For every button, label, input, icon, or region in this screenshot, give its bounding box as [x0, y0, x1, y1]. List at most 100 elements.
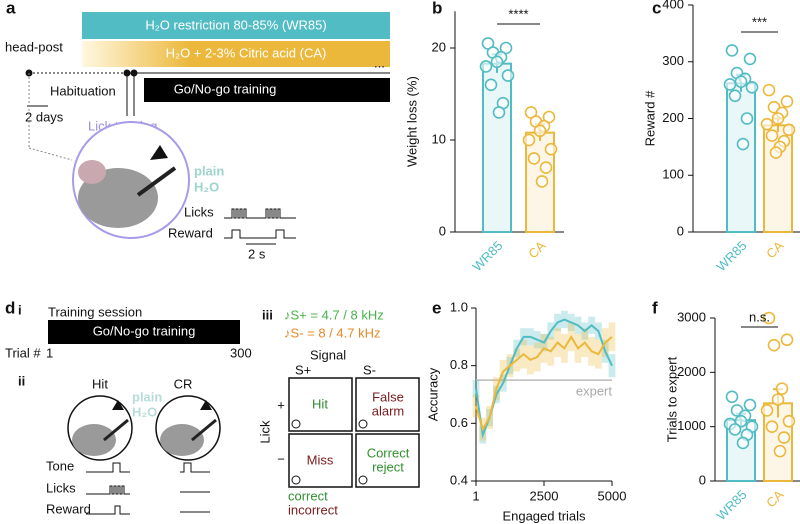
panel-label: a	[6, 0, 16, 17]
water-label: H₂O	[194, 179, 219, 194]
y-tick-label: 0	[677, 223, 684, 238]
y-tick-label: 300	[662, 53, 684, 68]
tone-label: Tone	[46, 458, 74, 473]
data-point	[762, 83, 776, 97]
y-tick-label: 20	[432, 39, 446, 54]
y-tick-label: 3000	[677, 309, 706, 324]
licks-label: Licks	[46, 480, 76, 495]
data-point	[734, 75, 748, 88]
y-tick-label: 10	[432, 131, 446, 146]
sub-label: iii	[262, 307, 273, 322]
data-point	[484, 78, 498, 92]
data-point	[765, 420, 779, 433]
cell-text: reject	[372, 459, 404, 474]
trial-end: 300	[230, 345, 252, 360]
y-tick-label: 0.8	[450, 357, 468, 372]
data-point	[762, 311, 776, 325]
y-tick-label: 0.4	[450, 472, 468, 487]
lick-yes: +	[277, 397, 285, 412]
tone-trace	[86, 462, 130, 473]
habituation-label: Habituation	[50, 83, 116, 98]
cell-icon	[291, 419, 301, 429]
y-tick-label: 1.0	[450, 299, 468, 314]
cell-icon	[291, 475, 301, 485]
s-plus-label: S+	[295, 362, 311, 377]
y-tick-label: 0.6	[450, 415, 468, 430]
data-point	[728, 89, 742, 103]
speaker	[112, 400, 124, 410]
data-point	[760, 117, 774, 131]
data-point	[522, 133, 536, 147]
cell-text: alarm	[372, 403, 405, 418]
water-label: H₂O	[132, 404, 157, 419]
data-point	[743, 398, 757, 412]
data-point	[527, 152, 541, 165]
category-label: WR85	[713, 238, 749, 274]
trial-start: 1	[46, 345, 53, 360]
category-label: CA	[763, 238, 787, 262]
data-point	[544, 142, 558, 156]
mouse-body	[160, 424, 204, 456]
lick-spout	[136, 166, 177, 197]
y-axis-label: Accuracy	[425, 367, 440, 421]
s-minus-freq: ♪S- = 8 / 4.7 kHz	[284, 325, 380, 340]
y-axis-label: Trials to expert	[664, 356, 679, 442]
data-point	[767, 338, 781, 352]
data-point	[765, 129, 779, 142]
data-point	[492, 106, 506, 119]
licks-trace	[86, 485, 130, 495]
reward-trace	[224, 229, 296, 239]
restriction-bar	[82, 12, 390, 39]
category-label: WR85	[713, 487, 749, 523]
speaker	[200, 400, 212, 410]
series-line	[475, 318, 613, 439]
x-tick-label: 5000	[598, 488, 627, 503]
data-point	[769, 146, 783, 159]
data-point	[771, 393, 785, 406]
reference-label: expert	[576, 384, 613, 399]
mouse-body	[72, 424, 116, 456]
data-point	[777, 431, 791, 444]
cell-text: Hit	[312, 396, 328, 411]
series-line	[475, 334, 613, 432]
significance-label: ****	[508, 6, 528, 21]
speaker	[150, 145, 168, 160]
lick-spout	[103, 418, 129, 442]
data-point	[780, 95, 794, 108]
data-point	[782, 414, 796, 428]
data-point	[736, 436, 750, 450]
category-label: WR85	[469, 238, 505, 274]
sub-label: i	[18, 302, 22, 317]
trial-label: Trial #	[5, 345, 41, 360]
y-tick-label: 0	[439, 223, 446, 238]
data-point	[479, 60, 493, 73]
error-band	[608, 354, 616, 378]
training-text: Go/No-go training	[93, 323, 196, 338]
y-tick-label: 100	[662, 167, 684, 182]
training-text: Go/No-go training	[174, 81, 277, 96]
data-point	[743, 52, 757, 66]
incorrect-label: incorrect	[288, 502, 338, 517]
lick-spout	[191, 418, 217, 442]
data-point	[535, 175, 549, 188]
y-tick-label: 400	[662, 0, 684, 11]
data-point	[782, 123, 796, 137]
lick-label: Lick	[257, 420, 272, 444]
scale-time: 2 s	[248, 246, 266, 261]
x-tick-label: 1	[472, 488, 479, 503]
data-point	[780, 333, 794, 347]
cr-label: CR	[174, 376, 193, 391]
data-point	[490, 55, 504, 69]
licks-label: Licks	[184, 204, 214, 219]
connector	[28, 147, 73, 161]
panel-label: e	[432, 298, 441, 317]
category-label: CA	[525, 238, 549, 262]
reward-trace	[86, 505, 130, 515]
y-axis-label: Weight loss (%)	[404, 76, 419, 167]
data-point	[725, 44, 739, 57]
data-point	[745, 80, 759, 94]
data-point	[723, 78, 737, 91]
plain-label: plain	[132, 389, 162, 404]
panel-label: d	[5, 298, 15, 317]
restriction-text: H₂O restriction 80-85% (WR85)	[145, 17, 326, 32]
